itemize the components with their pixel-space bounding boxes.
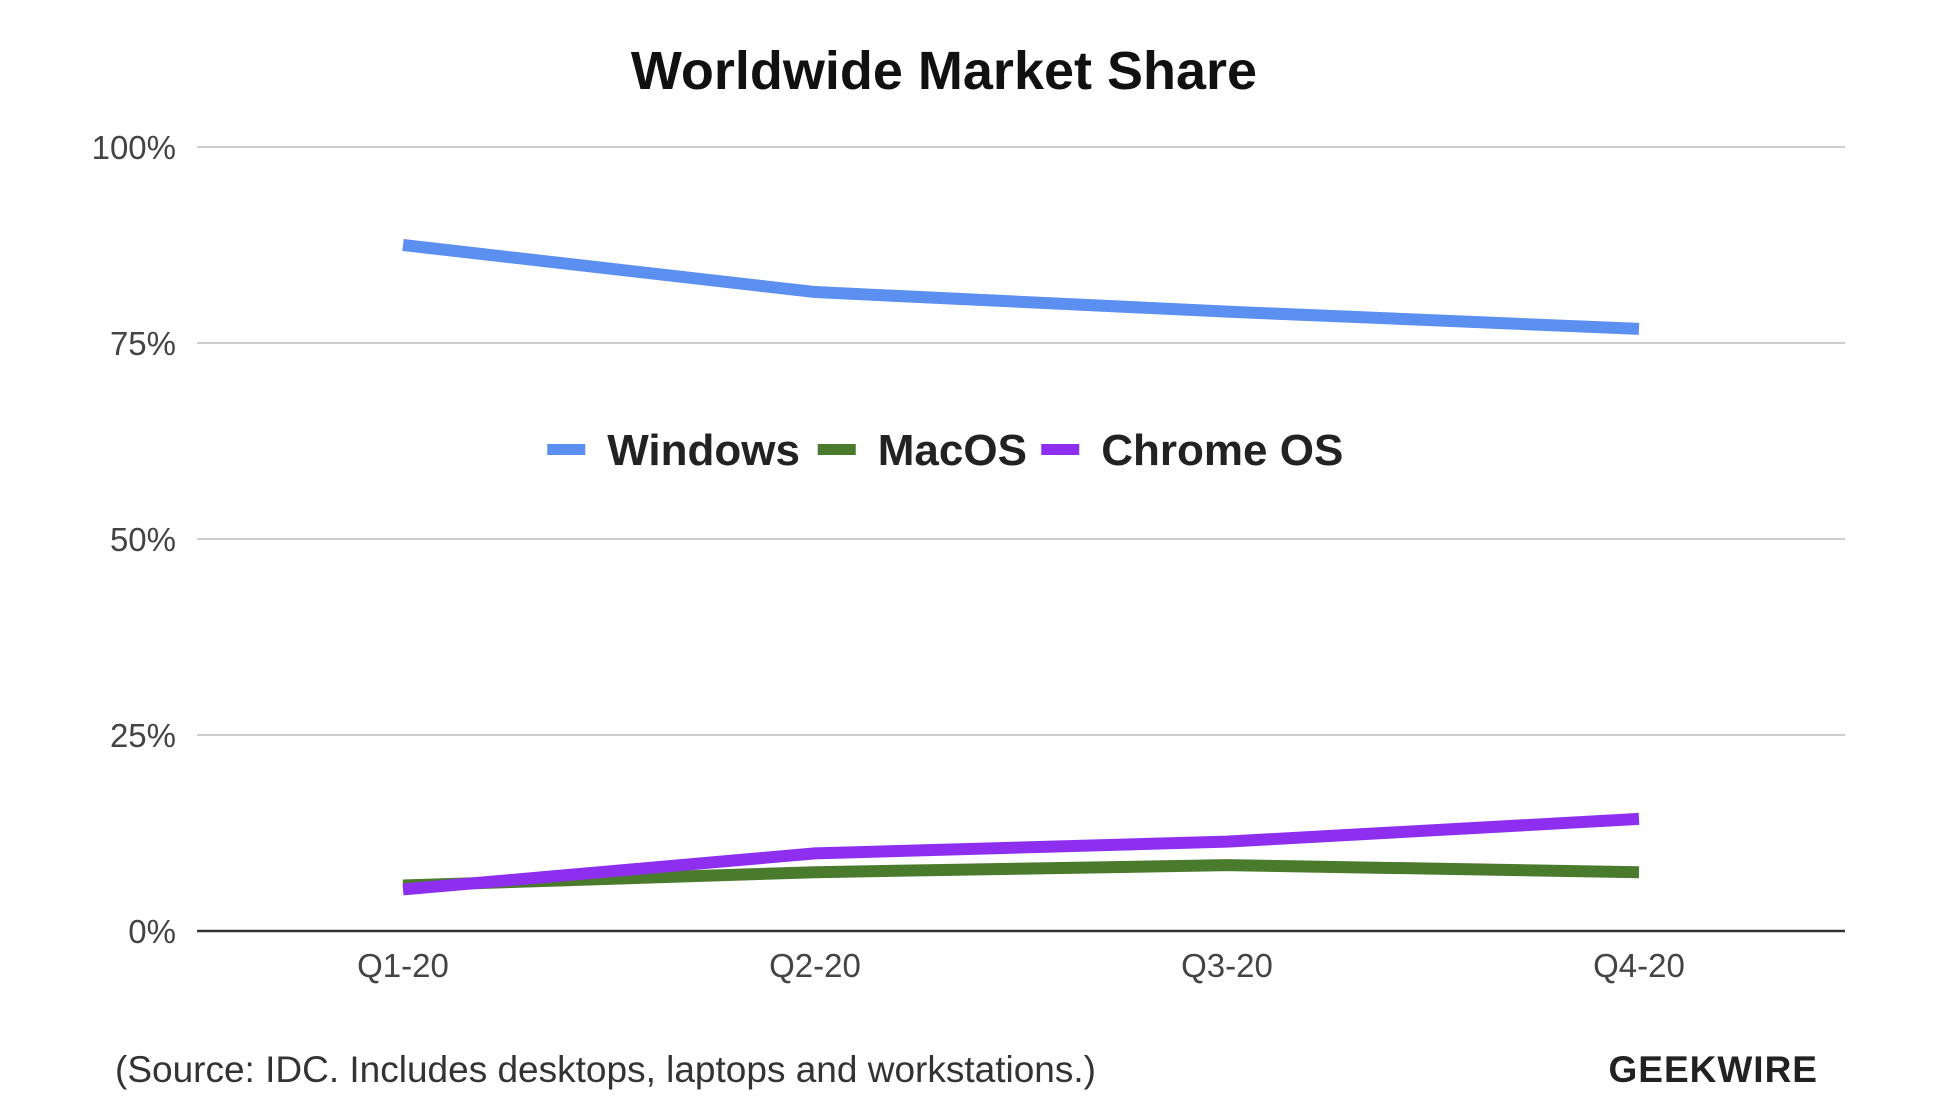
- legend-swatch-windows: [547, 444, 586, 455]
- legend-swatch-macos: [817, 444, 856, 455]
- legend: Windows MacOS Chrome OS: [547, 426, 1343, 475]
- x-tick-label: Q3-20: [1181, 947, 1273, 984]
- y-tick-label: 75%: [110, 325, 176, 362]
- series-line-windows: [402, 239, 1640, 335]
- x-tick-label: Q1-20: [357, 947, 449, 984]
- series-layer: [402, 239, 1640, 896]
- legend-label-macos: MacOS: [878, 426, 1027, 475]
- x-tick-label: Q4-20: [1593, 947, 1685, 984]
- legend-label-windows: Windows: [607, 426, 800, 475]
- y-tick-label: 25%: [110, 717, 176, 754]
- grid-layer: 0% 25% 50% 75% 100%: [92, 129, 1845, 950]
- legend-label-chrome-os: Chrome OS: [1101, 426, 1343, 475]
- chart-title: Worldwide Market Share: [631, 41, 1257, 101]
- series-line-chrome-os: [402, 812, 1640, 896]
- y-tick-label: 0%: [128, 913, 176, 950]
- y-tick-label: 100%: [92, 129, 176, 166]
- x-axis-ticks: Q1-20 Q2-20 Q3-20 Q4-20: [357, 947, 1685, 984]
- brand-logo-text: GEEKWIRE: [1609, 1049, 1818, 1090]
- y-tick-label: 50%: [110, 521, 176, 558]
- x-tick-label: Q2-20: [769, 947, 861, 984]
- legend-swatch-chrome-os: [1041, 444, 1080, 455]
- source-note: (Source: IDC. Includes desktops, laptops…: [115, 1049, 1096, 1090]
- series-line-macos: [402, 859, 1640, 892]
